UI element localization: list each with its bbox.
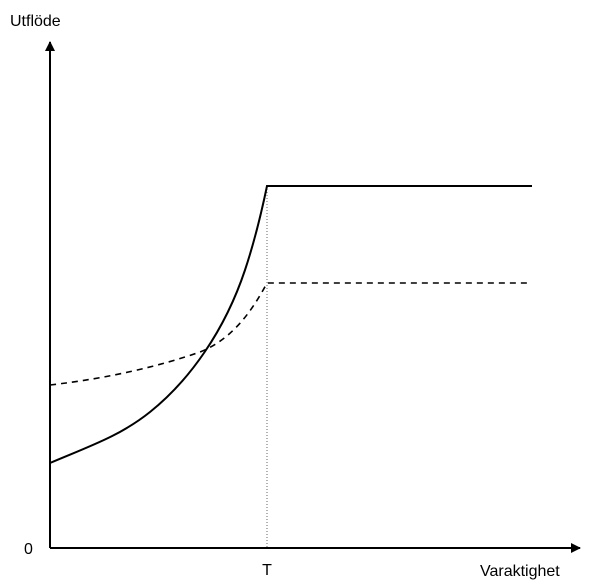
t-label: T xyxy=(262,562,272,579)
x-axis-label: Varaktighet xyxy=(480,563,560,580)
solid-curve xyxy=(49,185,532,464)
y-axis-label: Utflöde xyxy=(10,13,61,30)
origin-label: 0 xyxy=(24,541,33,558)
dashed-curve xyxy=(49,282,527,386)
